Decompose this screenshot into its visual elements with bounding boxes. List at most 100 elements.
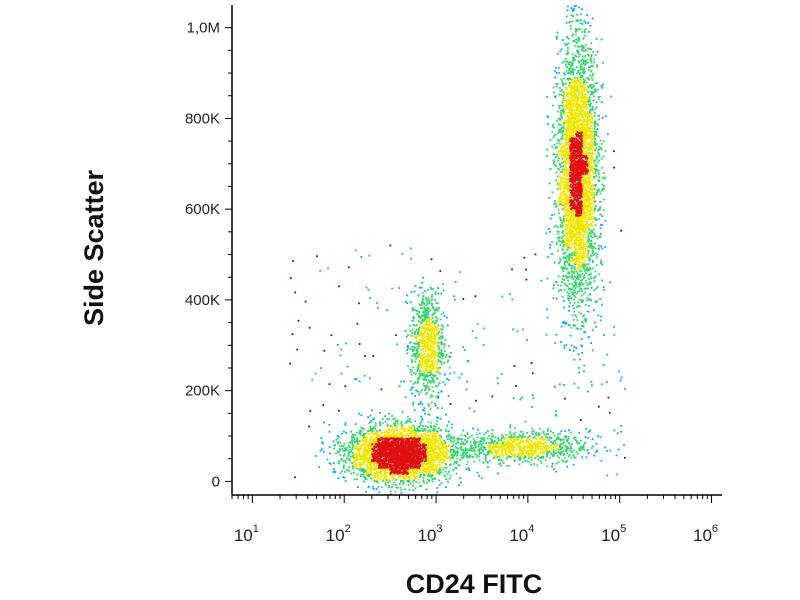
- event-dot: [391, 473, 394, 476]
- event-dot: [526, 339, 528, 341]
- event-dot: [433, 334, 436, 336]
- event-dot: [415, 335, 418, 338]
- event-dot: [438, 479, 440, 482]
- event-dot: [589, 100, 591, 103]
- event-dot: [432, 378, 434, 381]
- event-dot: [589, 218, 592, 221]
- event-dot: [596, 143, 598, 146]
- event-dot: [563, 104, 566, 107]
- event-dot: [601, 263, 603, 266]
- event-dot: [572, 278, 574, 280]
- event-dot: [460, 434, 463, 436]
- event-dot: [316, 255, 318, 258]
- event-dot: [437, 287, 439, 289]
- event-dot: [551, 191, 554, 194]
- event-dot: [501, 460, 504, 463]
- event-dot: [420, 362, 422, 365]
- event-dot: [518, 452, 520, 455]
- event-dot: [512, 450, 515, 452]
- event-dot: [432, 435, 435, 437]
- event-dot: [357, 486, 359, 488]
- event-dot: [560, 281, 563, 283]
- event-dot: [430, 421, 433, 424]
- event-dot: [480, 446, 483, 449]
- event-dot: [620, 229, 622, 232]
- event-dot: [362, 468, 365, 471]
- event-dot: [376, 301, 378, 304]
- event-dot: [348, 469, 351, 472]
- event-dot: [584, 248, 587, 251]
- event-dot: [568, 292, 570, 295]
- event-dot: [592, 195, 594, 198]
- event-dot: [557, 230, 560, 233]
- event-dot: [442, 448, 445, 451]
- event-dot: [592, 261, 594, 264]
- event-dot: [623, 444, 625, 447]
- event-dot: [435, 332, 438, 335]
- event-dot: [561, 151, 563, 154]
- event-dot: [464, 451, 466, 454]
- event-dot: [514, 427, 516, 430]
- event-dot: [568, 63, 570, 66]
- event-dot: [431, 480, 434, 483]
- event-dot: [619, 379, 622, 382]
- event-dot: [291, 333, 294, 335]
- event-dot: [594, 142, 596, 144]
- event-dot: [411, 328, 414, 331]
- event-dot: [435, 369, 438, 372]
- event-dot: [544, 446, 546, 449]
- event-dot: [596, 64, 599, 66]
- event-dot: [354, 445, 356, 447]
- event-dot: [404, 396, 407, 399]
- event-dot: [425, 360, 428, 363]
- event-dot: [414, 360, 417, 363]
- event-dot: [590, 154, 593, 157]
- event-dot: [574, 92, 576, 95]
- event-dot: [599, 206, 602, 208]
- event-dot: [433, 436, 436, 439]
- event-dot: [501, 450, 504, 452]
- event-dot: [588, 430, 590, 433]
- event-dot: [452, 450, 455, 453]
- event-dot: [411, 386, 414, 389]
- event-dot: [566, 446, 569, 449]
- event-dot: [434, 338, 437, 340]
- event-dot: [502, 455, 504, 457]
- event-dot: [514, 439, 517, 441]
- event-dot: [470, 449, 473, 451]
- event-dot: [468, 469, 471, 471]
- event-dot: [531, 450, 533, 453]
- event-dot: [459, 459, 461, 461]
- event-dot: [559, 446, 561, 449]
- event-dot: [562, 84, 564, 87]
- event-dot: [565, 225, 568, 228]
- event-dot: [378, 491, 381, 494]
- event-dot: [422, 470, 425, 473]
- event-dot: [569, 259, 572, 262]
- event-dot: [577, 304, 580, 307]
- event-dot: [557, 284, 559, 286]
- event-dot: [417, 376, 420, 379]
- event-dot: [590, 42, 593, 45]
- event-dot: [498, 456, 501, 458]
- event-dot: [573, 270, 575, 273]
- event-dot: [425, 388, 427, 391]
- event-dot: [561, 232, 564, 235]
- event-dot: [370, 470, 373, 473]
- event-dot: [596, 128, 599, 131]
- event-dot: [590, 140, 593, 143]
- event-dot: [423, 343, 426, 346]
- event-dot: [424, 329, 426, 332]
- event-dot: [425, 355, 428, 358]
- event-dot: [587, 390, 589, 393]
- event-dot: [569, 297, 572, 300]
- event-dot: [545, 448, 547, 451]
- event-dot: [584, 79, 587, 82]
- event-dot: [571, 34, 574, 37]
- event-dot: [565, 214, 568, 217]
- event-dot: [561, 101, 564, 104]
- event-dot: [423, 352, 426, 355]
- event-dot: [440, 341, 443, 344]
- event-dot: [399, 474, 402, 476]
- event-dot: [432, 313, 435, 315]
